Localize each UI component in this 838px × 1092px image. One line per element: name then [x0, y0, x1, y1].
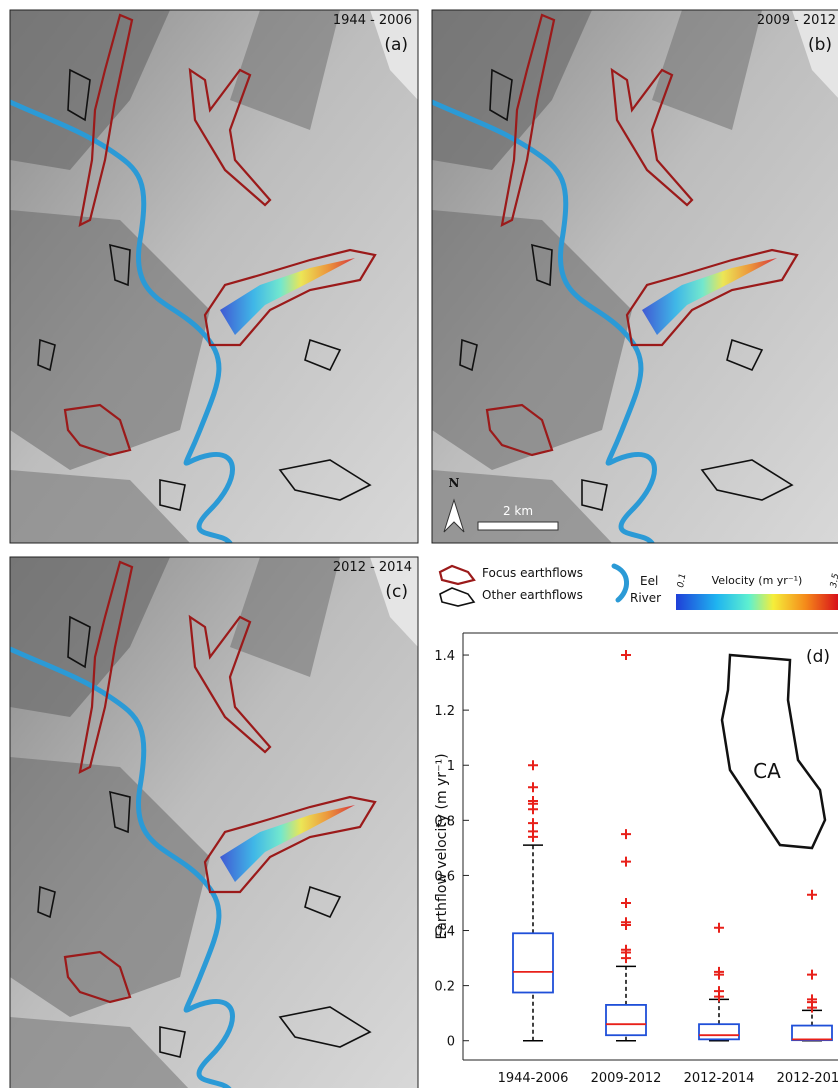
y-tick-label: 0	[447, 1035, 455, 1050]
y-tick-label: 1.4	[434, 649, 455, 664]
outlier	[714, 986, 724, 996]
legend-text: Eel	[640, 574, 658, 588]
panel-period: 2009 - 2012	[757, 13, 836, 28]
legend-text: Other earthflows	[482, 588, 583, 602]
legend-text: Focus earthflows	[482, 566, 583, 580]
colorbar-min: 0.1	[676, 573, 688, 589]
box	[513, 933, 553, 992]
map-panel	[10, 10, 418, 543]
panel-period: 1944 - 2006	[333, 13, 412, 28]
legend-river	[614, 566, 627, 600]
colorbar-max: 3.5	[829, 572, 838, 588]
panel-label: (c)	[385, 582, 408, 602]
inset-label: CA	[753, 759, 781, 783]
box-plot: CA (d)	[463, 633, 838, 1060]
colorbar-title: Velocity (m yr⁻¹)	[712, 574, 803, 587]
ca-outline	[722, 655, 825, 848]
outlier	[807, 890, 817, 900]
legend-swatch	[440, 566, 474, 584]
outlier	[528, 760, 538, 770]
panel-label: (a)	[384, 35, 408, 55]
map-panel	[432, 10, 838, 543]
scale-label: 2 km	[503, 504, 533, 518]
legend-swatch	[440, 588, 474, 606]
colorbar	[676, 594, 838, 610]
north-label: N	[449, 476, 460, 490]
map-panel	[10, 557, 418, 1088]
figure: 1944 - 2006 (a) 2009 - 2012 (b) 2012 - 2…	[0, 0, 838, 1088]
x-tick-label: 2012-2015	[777, 1071, 838, 1086]
y-tick-label: 1.2	[434, 704, 455, 719]
outlier	[528, 782, 538, 792]
outlier	[621, 857, 631, 867]
x-tick-label: 2009-2012	[591, 1071, 662, 1086]
outlier	[714, 923, 724, 933]
panel-label: (b)	[808, 35, 832, 55]
outlier	[528, 818, 538, 828]
box	[792, 1026, 832, 1041]
panel-period: 2012 - 2014	[333, 560, 412, 575]
outlier	[621, 829, 631, 839]
panel-label: (d)	[806, 647, 830, 667]
box	[699, 1024, 739, 1039]
x-tick-label: 2012-2014	[684, 1071, 755, 1086]
x-tick-label: 1944-2006	[498, 1071, 569, 1086]
y-axis-label: Earthflow velocity (m yr⁻¹)	[434, 753, 450, 939]
y-tick-label: 0.2	[434, 980, 455, 995]
box	[606, 1005, 646, 1035]
outlier	[807, 970, 817, 980]
legend-text: River	[630, 591, 661, 605]
outlier	[621, 898, 631, 908]
scale-bar	[478, 522, 558, 530]
outlier	[621, 650, 631, 660]
